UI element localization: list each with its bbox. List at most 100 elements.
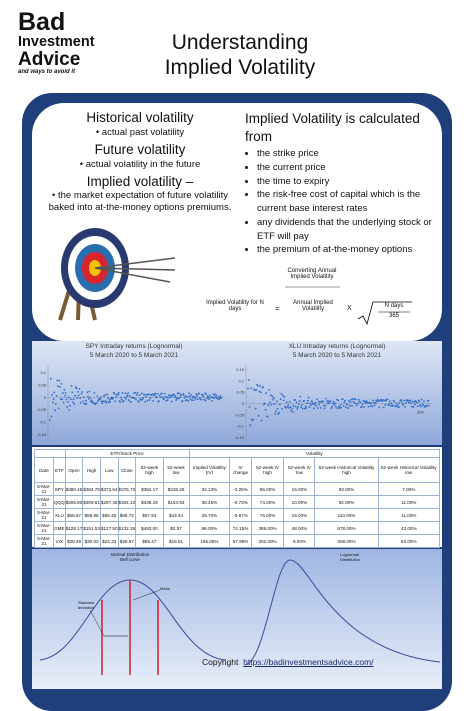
- scatter-texture: [265, 392, 268, 394]
- scatter-texture: [324, 404, 327, 407]
- scatter-texture: [286, 406, 289, 408]
- scatter-texture: [89, 396, 92, 399]
- scatter-texture: [367, 405, 370, 408]
- scatter-texture: [275, 410, 277, 413]
- cell: 9.00%: [283, 534, 316, 548]
- scatter-texture: [351, 398, 354, 400]
- scatter-texture: [363, 400, 366, 403]
- scatter-texture: [93, 391, 96, 394]
- x-tick-label: 300: [417, 410, 424, 415]
- scatter-texture: [148, 393, 150, 396]
- scatter-texture: [269, 401, 271, 404]
- header-cell: ETF: [52, 457, 66, 483]
- scatter-texture: [270, 404, 273, 406]
- scatter-texture: [127, 392, 130, 394]
- scatter-texture: [254, 407, 257, 410]
- row: 5-Mar-21 GME $128.17 $151.53 $127.50 $132.35 $…: [34, 521, 441, 535]
- times: X: [347, 305, 352, 312]
- scatter-texture: [394, 404, 397, 407]
- scatter-texture: [374, 402, 377, 404]
- cell: 5-Mar-21: [34, 482, 54, 496]
- cell: 16.00%: [283, 508, 316, 522]
- cell: 5-Mar-21: [34, 521, 54, 535]
- scatter-texture: [322, 400, 324, 403]
- scatter-texture: [426, 405, 428, 408]
- scatter-texture: [102, 400, 104, 403]
- cell: $2.57: [162, 521, 190, 535]
- cell: 98.00%: [188, 521, 231, 535]
- cell: $127.50: [99, 521, 119, 535]
- cell: 76.00%: [250, 508, 285, 522]
- scatter-texture: [203, 392, 206, 395]
- title-line: Understanding: [171, 31, 309, 54]
- heading: Future volatility: [94, 141, 186, 157]
- scatter-texture: [165, 400, 168, 402]
- scatter-texture: [107, 401, 110, 404]
- cell: $85.47: [135, 534, 164, 548]
- header-cell: Low: [99, 457, 119, 483]
- scatter-texture: [181, 399, 184, 402]
- scatter-texture: [416, 401, 419, 404]
- scatter-texture: [335, 405, 337, 408]
- scatter-texture: [92, 402, 95, 405]
- scatter-texture: [315, 404, 318, 407]
- text: Bell curve: [120, 557, 140, 562]
- scatter-texture: [252, 418, 255, 421]
- header-cell: 52-week low: [162, 457, 190, 483]
- scatter-texture: [360, 405, 363, 408]
- scatter-texture: [185, 399, 188, 401]
- scatter-texture: [176, 392, 179, 395]
- y-tick-label: 0.15: [236, 367, 245, 372]
- scatter-texture: [310, 404, 312, 407]
- header-row: Date ETF Open High Low Close 52-week high 52-we…: [34, 457, 441, 483]
- scatter-texture: [297, 406, 299, 408]
- scatter-texture: [204, 399, 207, 402]
- scatter-texture: [260, 419, 263, 422]
- scatter-texture: [155, 396, 158, 399]
- list-item: the risk-free cost of capital which is t…: [257, 188, 440, 216]
- scatter-texture: [56, 385, 59, 387]
- scatter-texture: [161, 396, 164, 399]
- scatter-texture: [319, 401, 321, 403]
- scatter-texture: [196, 395, 198, 398]
- scatter-texture: [288, 406, 290, 409]
- scatter-texture: [202, 395, 205, 398]
- scatter-texture: [278, 411, 280, 414]
- formula-title: Converting Annual Implied Volatility: [287, 268, 337, 280]
- scatter-texture: [117, 391, 120, 394]
- scatter-texture: [97, 399, 99, 402]
- scatter-texture: [136, 391, 139, 394]
- cell: $151.53: [82, 521, 101, 535]
- formula-middle: Annual Implied Volatility: [293, 300, 333, 312]
- group-row: ETF/Stock Price Volatility: [34, 449, 440, 458]
- chart-subtitle: 5 March 2020 to 5 March 2021: [293, 352, 382, 359]
- cell: $28.57: [117, 534, 137, 548]
- scatter-texture: [347, 400, 350, 402]
- scatter-texture: [100, 400, 103, 403]
- scatter-texture: [56, 379, 59, 382]
- scatter-texture: [330, 407, 333, 410]
- cell: QQQ: [52, 495, 66, 509]
- scatter-texture: [332, 402, 334, 405]
- header-cell: 52-week IV low: [283, 457, 316, 483]
- url[interactable]: https://badinvestmentsadvice.com/: [243, 657, 374, 667]
- scatter-texture: [301, 407, 304, 410]
- scatter-texture: [210, 396, 213, 399]
- scatter-texture: [357, 398, 360, 401]
- scatter-texture: [70, 384, 73, 387]
- scatter-texture: [341, 398, 344, 401]
- scatter-texture: [64, 391, 67, 394]
- scatter-texture: [165, 396, 168, 399]
- cell: 16.00%: [283, 482, 316, 496]
- scatter-texture: [69, 398, 72, 401]
- cell: 202.00%: [250, 534, 285, 548]
- scatter-texture: [272, 398, 274, 401]
- scatter-texture: [200, 398, 203, 401]
- scatter-texture: [50, 415, 53, 418]
- scatter-texture: [64, 394, 66, 397]
- scatter-texture: [208, 398, 211, 401]
- scatter-texture: [63, 388, 66, 391]
- chart-subtitle: 5 March 2020 to 5 March 2021: [90, 352, 179, 359]
- scatter-texture: [190, 393, 193, 396]
